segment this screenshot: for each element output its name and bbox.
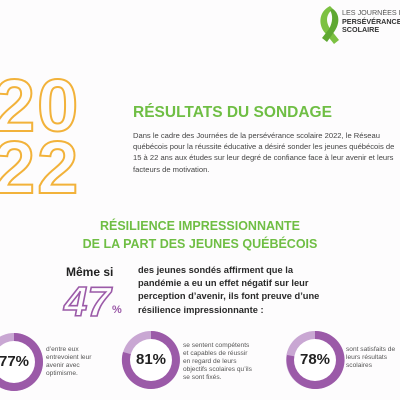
- ribbon: [320, 6, 339, 44]
- stat-circle: [121, 331, 180, 389]
- section-title: DE LA PART DES JEUNES QUÉBÉCOIS: [82, 237, 318, 251]
- stat-text: d’entre eux entrevoient leur avenir avec…: [46, 346, 92, 377]
- logo-line: LES JOURNÉES DE LA: [342, 9, 400, 17]
- stat-value: 77%: [0, 353, 30, 370]
- lead: Même si: [66, 265, 114, 279]
- big-unit: %: [112, 304, 122, 316]
- year-digits: 22: [0, 126, 81, 209]
- logo-line: SCOLAIRE: [342, 25, 380, 34]
- year-digits: 20: [0, 64, 81, 147]
- big-number: 47: [63, 278, 111, 325]
- logo-text: LES JOURNÉES DE LA PERSÉVÉRANCE SCOLAIRE: [342, 9, 400, 35]
- ribbon: [322, 9, 339, 42]
- title: RÉSULTATS DU SONDAGE: [133, 104, 332, 121]
- stat-text: sont satisfaits de leurs résultats scola…: [346, 346, 396, 369]
- stat-value: 78%: [299, 351, 331, 368]
- intro: Dans le cadre des Journées de la persévé…: [133, 131, 395, 174]
- section-title: RÉSILIENCE IMPRESSIONNANTE: [99, 219, 301, 233]
- logo-line: PERSÉVÉRANCE: [342, 16, 400, 26]
- stat-text: se sentent compétents et capables de réu…: [183, 342, 252, 381]
- section-text: des jeunes sondés affirment que la pandé…: [138, 265, 320, 315]
- stat-circle: [286, 330, 345, 389]
- stat-value: 81%: [135, 351, 167, 368]
- stat-circle: [0, 333, 43, 391]
